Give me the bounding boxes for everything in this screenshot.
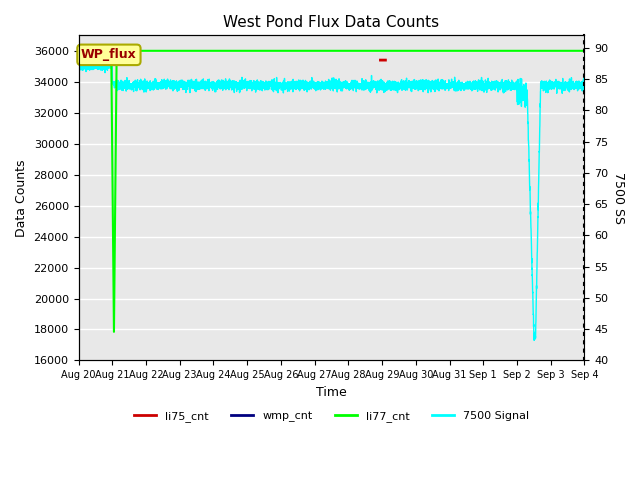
X-axis label: Time: Time — [316, 386, 347, 399]
Y-axis label: Data Counts: Data Counts — [15, 159, 28, 237]
Legend: li75_cnt, wmp_cnt, li77_cnt, 7500 Signal: li75_cnt, wmp_cnt, li77_cnt, 7500 Signal — [130, 407, 533, 426]
Y-axis label: 7500 SS: 7500 SS — [612, 172, 625, 224]
Text: WP_flux: WP_flux — [81, 48, 137, 61]
Title: West Pond Flux Data Counts: West Pond Flux Data Counts — [223, 15, 440, 30]
